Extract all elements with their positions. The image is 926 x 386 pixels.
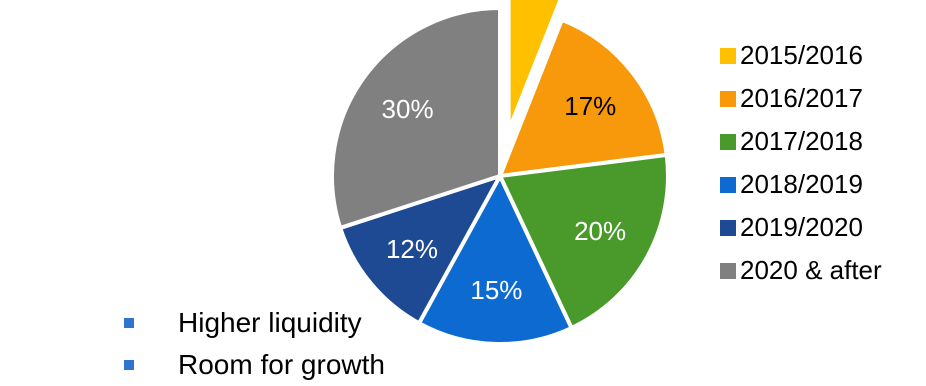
bullet-text: Room for growth	[178, 349, 385, 380]
legend-item-2017-2018: 2017/2018	[720, 120, 882, 163]
pie-slice-2017-2018	[498, 152, 670, 331]
pie-slice-2018-2019	[417, 174, 574, 346]
legend-swatch	[720, 176, 736, 193]
pie-slice-2015-2016	[506, 0, 563, 133]
pie-slice-2020-after	[330, 6, 502, 230]
chart-legend: 2015/2016 2016/2017 2017/2018 2018/2019 …	[720, 34, 882, 292]
legend-item-2018-2019: 2018/2019	[720, 163, 882, 206]
slice-data-label: 15%	[470, 275, 522, 305]
bullet-text: Higher liquidity	[178, 307, 362, 338]
slice-data-label: 12%	[386, 234, 438, 264]
legend-swatch	[720, 133, 736, 150]
legend-label: 2017/2018	[740, 126, 863, 156]
slice-data-label: 17%	[564, 91, 616, 121]
bullet-item: Higher liquidity	[124, 302, 385, 344]
legend-label: 2015/2016	[740, 40, 863, 70]
slice-data-label: 30%	[382, 94, 434, 124]
legend-item-2019-2020: 2019/2020	[720, 206, 882, 249]
legend-swatch	[720, 219, 736, 236]
bullet-list: Higher liquidity Room for growth	[124, 302, 385, 386]
legend-item-2016-2017: 2016/2017	[720, 77, 882, 120]
pie-slice-2016-2017	[498, 17, 669, 178]
slice-data-label: 20%	[574, 216, 626, 246]
square-bullet-icon	[124, 318, 134, 328]
legend-label: 2020 & after	[740, 255, 882, 285]
legend-label: 2018/2019	[740, 169, 863, 199]
legend-item-2020-after: 2020 & after	[720, 249, 882, 292]
slice-data-label: 6%	[517, 0, 555, 6]
square-bullet-icon	[124, 360, 134, 370]
legend-label: 2016/2017	[740, 83, 863, 113]
legend-swatch	[720, 90, 736, 107]
legend-label: 2019/2020	[740, 212, 863, 242]
pie-slice-2019-2020	[338, 174, 502, 326]
legend-swatch	[720, 47, 736, 64]
legend-item-2015-2016: 2015/2016	[720, 34, 882, 77]
legend-swatch	[720, 262, 736, 279]
bullet-item: Room for growth	[124, 344, 385, 386]
